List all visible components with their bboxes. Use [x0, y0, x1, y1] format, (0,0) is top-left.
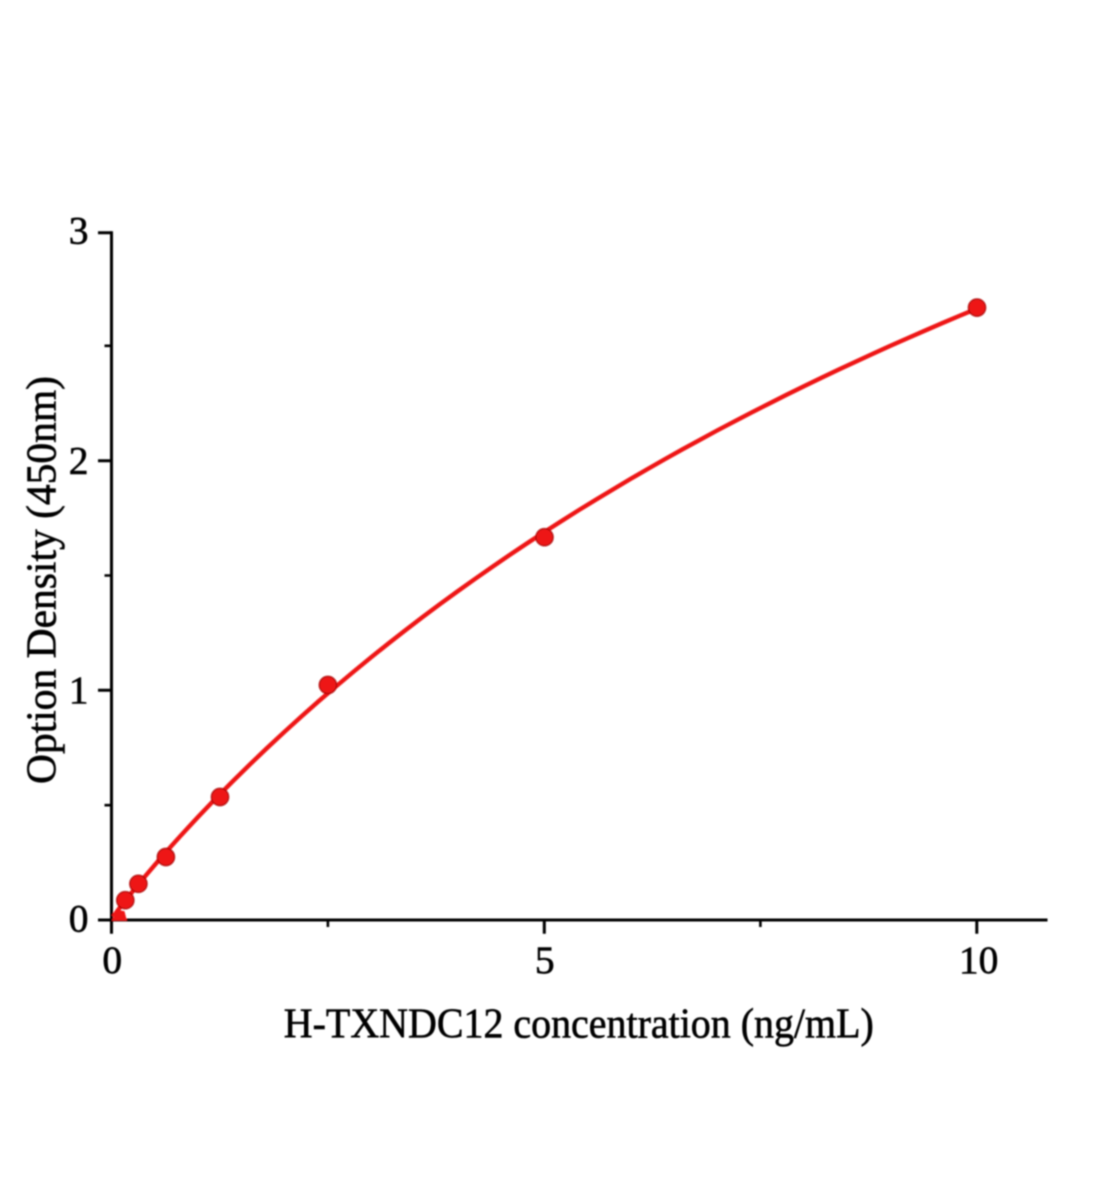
svg-text:0: 0 — [102, 938, 122, 982]
svg-text:H-TXNDC12 concentration (ng/mL: H-TXNDC12 concentration (ng/mL) — [284, 1002, 874, 1048]
svg-text:3: 3 — [69, 209, 89, 253]
svg-text:5: 5 — [535, 938, 555, 982]
svg-text:10: 10 — [959, 938, 999, 982]
svg-text:1: 1 — [69, 668, 89, 712]
svg-text:2: 2 — [69, 438, 89, 482]
svg-text:0: 0 — [69, 897, 89, 941]
svg-text:Option Density (450nm): Option Density (450nm) — [20, 376, 66, 784]
